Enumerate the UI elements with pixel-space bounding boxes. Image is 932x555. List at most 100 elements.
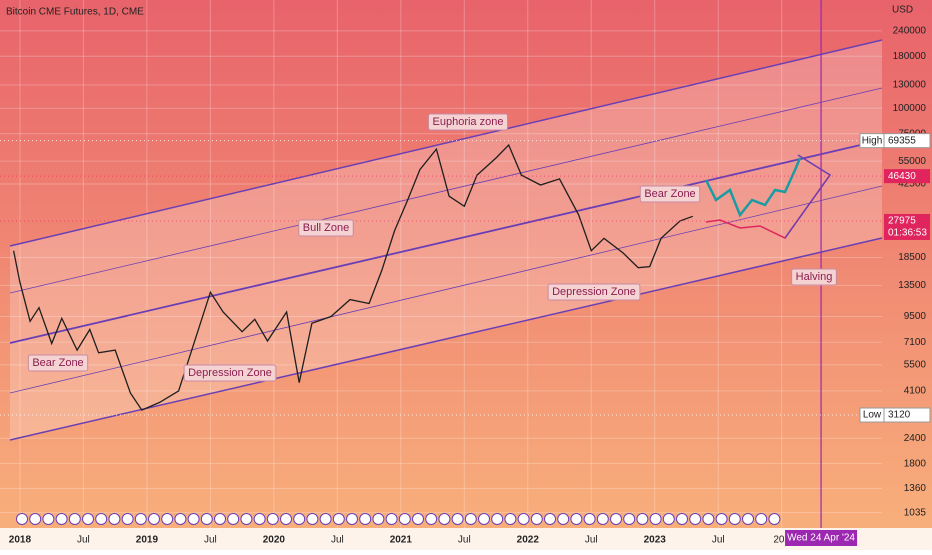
event-icon [478, 513, 490, 525]
event-icon [319, 513, 332, 525]
annotation: Halving [796, 271, 833, 283]
event-icon [29, 513, 42, 525]
annotation: Depression Zone [552, 286, 636, 298]
event-icon [280, 513, 292, 525]
event-icon [306, 513, 319, 525]
y-tick-label: 100000 [893, 103, 927, 114]
event-icon [200, 513, 213, 525]
x-tick-label: 2023 [644, 535, 667, 546]
price-value-box [884, 213, 930, 240]
event-icon [214, 513, 226, 525]
price-value: 27975 [888, 216, 916, 227]
event-icon [253, 513, 266, 525]
event-icon [715, 513, 728, 525]
currency: USD [892, 5, 913, 16]
chart-title: Bitcoin CME Futures, 1D, CME [6, 7, 144, 18]
y-tick-label: 18500 [898, 252, 926, 263]
event-icon [174, 513, 187, 525]
event-icon [557, 513, 570, 525]
price-tag-label: Low [863, 410, 882, 421]
event-icon [728, 513, 741, 525]
annotation: Depression Zone [188, 367, 272, 379]
annotation-box [183, 364, 277, 382]
event-icon [148, 513, 160, 525]
event-icon [266, 513, 279, 525]
event-icon [596, 513, 609, 525]
event-icon [702, 513, 715, 525]
y-tick-label: 1800 [904, 458, 927, 469]
annotation-box [27, 354, 89, 372]
channel-top [9, 39, 883, 247]
x-tick-label: Jul [458, 535, 471, 546]
y-tick-label: 130000 [893, 80, 927, 91]
x-tick-label: 2021 [390, 535, 413, 546]
y-tick-label: 7100 [904, 337, 927, 348]
event-icon [121, 513, 134, 525]
annotation: Bear Zone [644, 188, 695, 200]
event-icon [570, 513, 583, 525]
event-icon [372, 513, 385, 525]
event-icon [187, 513, 200, 525]
channel-fill [10, 40, 882, 440]
event-icon [649, 513, 662, 525]
x-tick-label: 2022 [517, 535, 540, 546]
x-axis-band [0, 528, 932, 550]
event-icon [491, 513, 504, 525]
event-icon [42, 513, 55, 525]
price-value-box [883, 407, 931, 423]
price-value-box [883, 133, 931, 149]
x-tick-label: Jul [712, 535, 725, 546]
event-icon [95, 513, 108, 525]
annotation: Euphoria zone [433, 116, 504, 128]
event-icon [676, 513, 688, 525]
halving-date: Wed 24 Apr '24 [787, 533, 855, 544]
x-tick-label: 2020 [263, 535, 286, 546]
y-tick-label: 180000 [893, 51, 927, 62]
annotation-box [298, 219, 354, 237]
event-icon [385, 513, 398, 525]
event-icon [464, 513, 477, 525]
event-icon [504, 513, 517, 525]
event-icon [55, 513, 68, 525]
annotation-box [791, 268, 837, 286]
annotation-box [639, 185, 701, 203]
halving-date-box [785, 530, 858, 546]
annotation-box [428, 113, 508, 131]
price-countdown: 01:36:53 [888, 228, 927, 239]
event-icon [636, 513, 649, 525]
event-icon [742, 513, 754, 525]
x-tick-label: 202 [773, 535, 790, 546]
annotation: Bear Zone [32, 357, 83, 369]
event-icon [16, 513, 28, 525]
y-tick-label: 9500 [904, 311, 927, 322]
annotation-box [547, 283, 641, 301]
event-icon [227, 513, 240, 525]
price-value-box [884, 169, 930, 184]
event-icon [240, 513, 253, 525]
channel-mid [9, 139, 883, 344]
event-icon [134, 513, 147, 525]
event-icon [623, 513, 636, 525]
event-icon [108, 513, 121, 525]
y-tick-label: 2400 [904, 433, 927, 444]
event-icon [438, 513, 451, 525]
event-icon [82, 513, 94, 525]
event-icon [68, 513, 81, 525]
event-icon [293, 513, 306, 525]
price-value: 69355 [888, 135, 916, 146]
x-tick-label: Jul [585, 535, 598, 546]
channel-upper [9, 87, 883, 294]
event-icon [332, 513, 345, 525]
projection-path [784, 154, 832, 239]
event-icon [359, 513, 372, 525]
event-icon [662, 513, 675, 525]
event-icon [346, 513, 358, 525]
y-tick-label: 1360 [904, 483, 927, 494]
x-tick-label: Jul [204, 535, 217, 546]
channel-bottom [9, 237, 883, 441]
y-tick-label: 42500 [898, 179, 926, 190]
event-icon [689, 513, 702, 525]
event-icon [755, 513, 768, 525]
price-tag-label: High [862, 135, 883, 146]
